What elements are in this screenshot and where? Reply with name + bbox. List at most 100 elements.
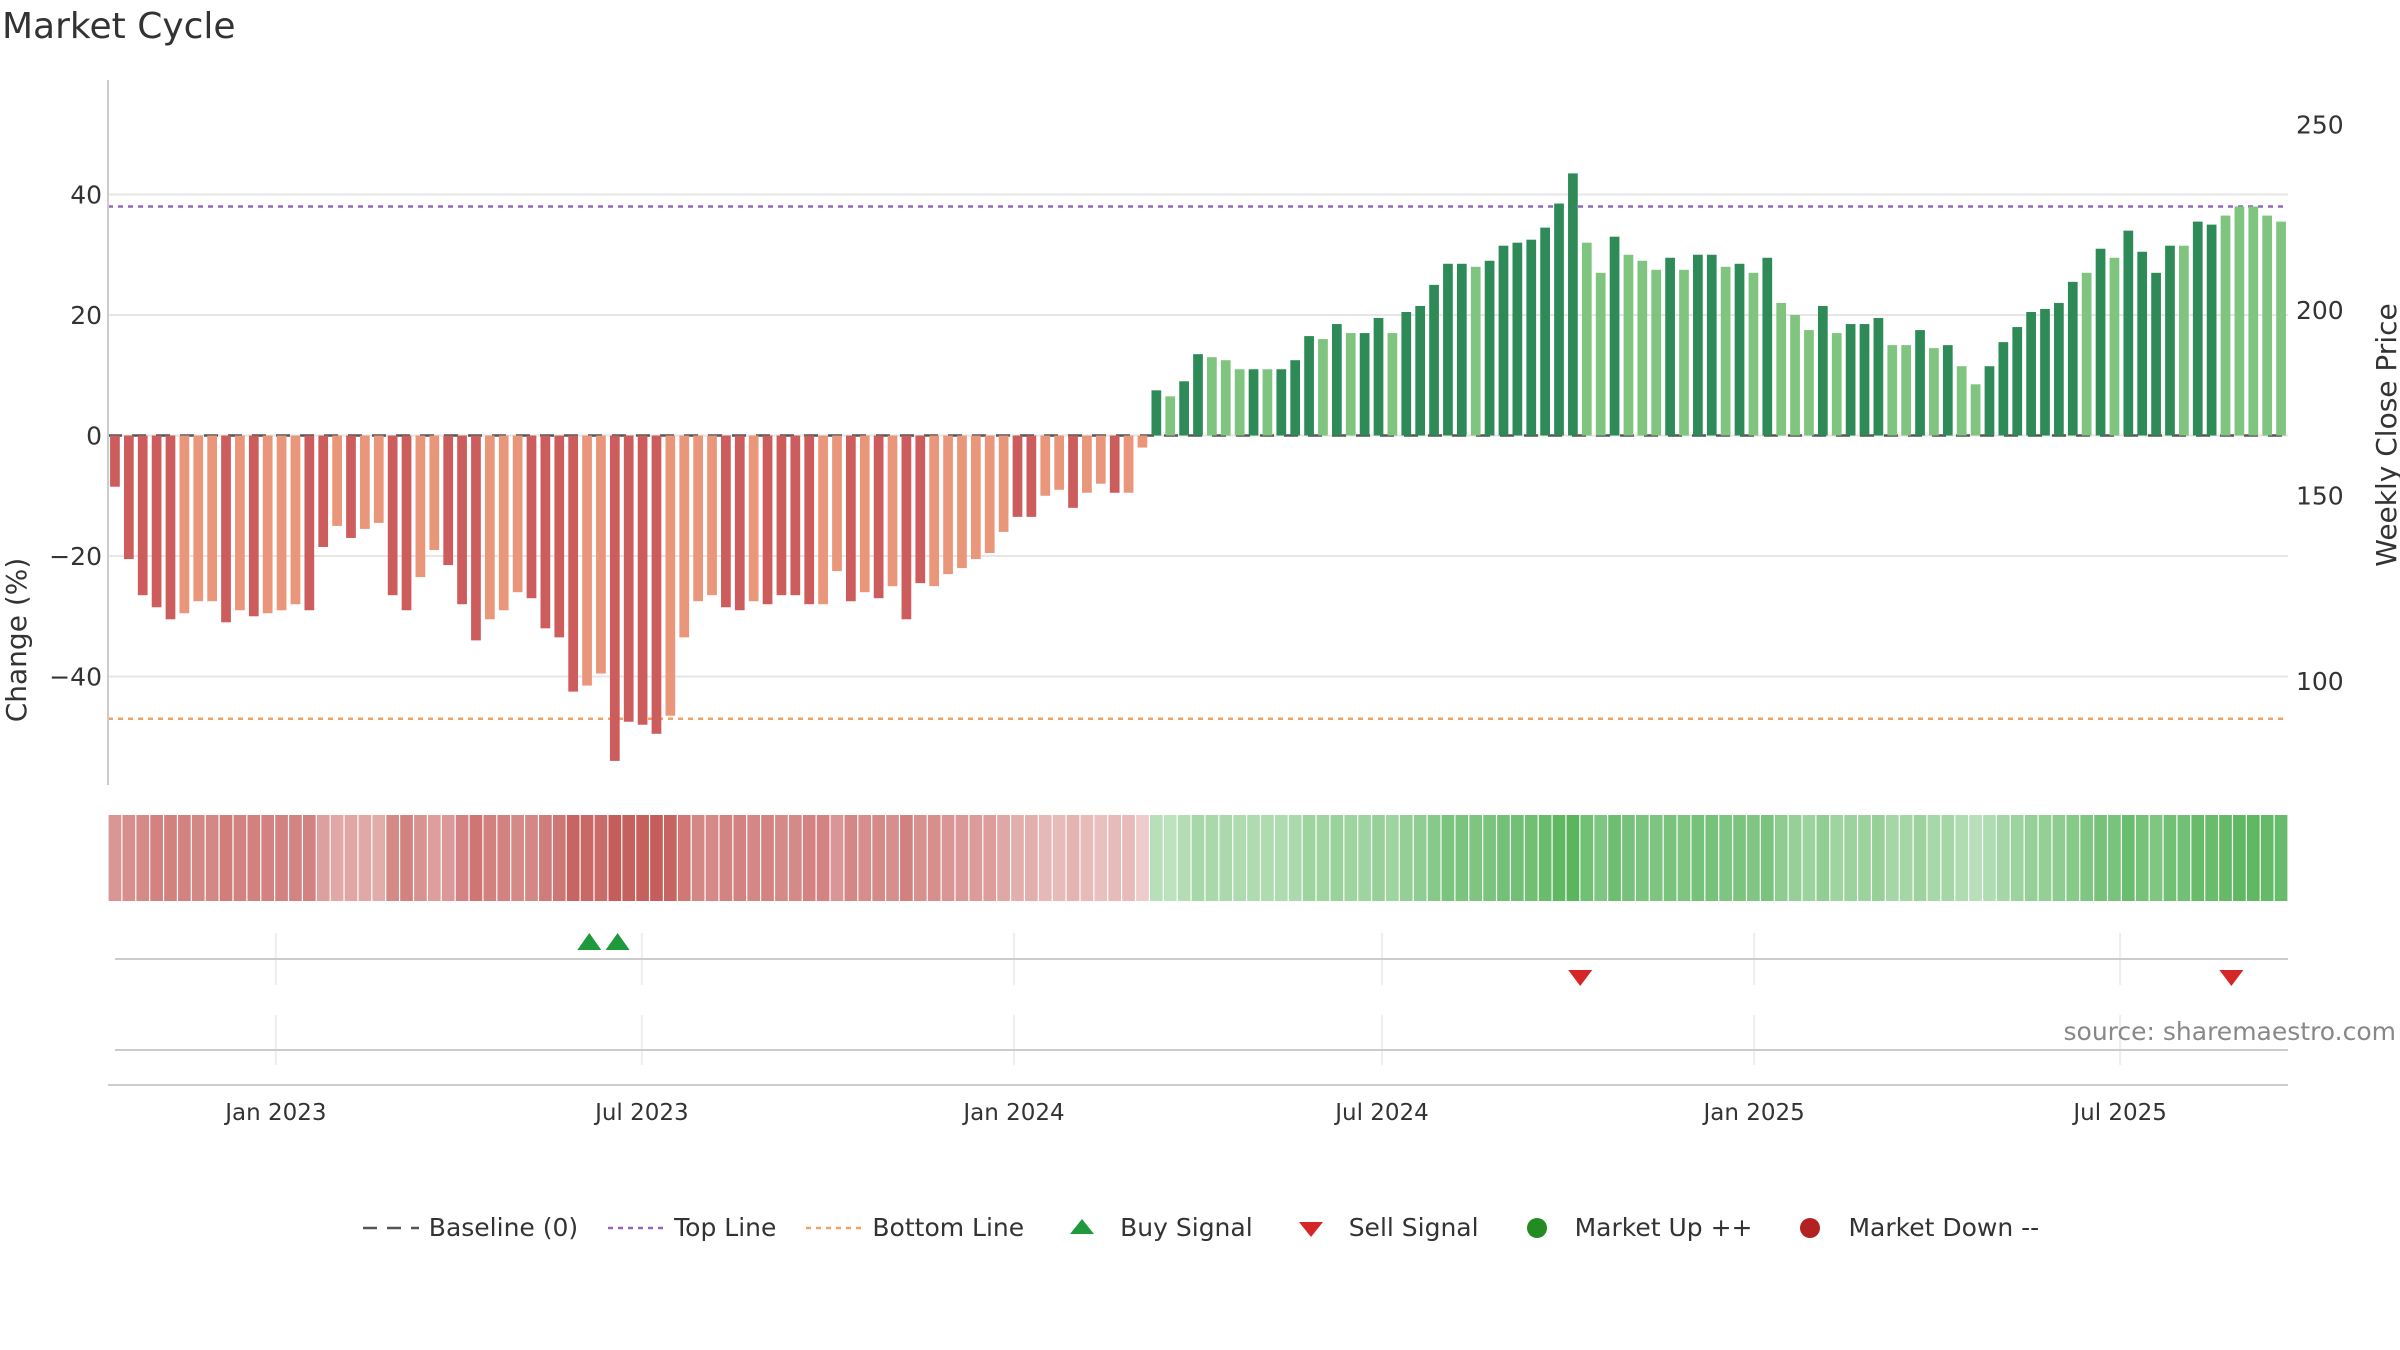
strip-cell [1163,815,1177,901]
strip-cell [1386,815,1399,901]
bar [1040,435,1051,496]
strip-cell [1205,815,1219,901]
strip-cell [955,815,969,901]
strip-cell [247,815,261,901]
strip-cell [1719,815,1732,901]
bar [970,435,981,560]
bar [2276,221,2286,436]
bar [1359,333,1370,436]
bar [637,435,648,725]
strip-cell [1025,815,1038,901]
legend-item: Bottom Line [804,1213,1024,1242]
strip-cell [469,815,483,901]
strip-cell [1497,815,1510,901]
y2-tick-label: 250 [2296,111,2344,140]
strip-cell [552,815,566,901]
strip-cell [1288,815,1302,901]
strip-cell [1691,815,1705,901]
strip-cell [2024,815,2038,901]
strip-cell [1066,815,1080,901]
bar [943,435,953,575]
bar [1443,263,1453,436]
bar [721,435,731,608]
bar [1595,272,1606,436]
strip-cell [705,815,719,901]
strip-cell [1802,815,1816,901]
strip-cell [1677,815,1691,901]
bar [1693,254,1703,436]
strip-cell [1747,815,1760,901]
strip-cell [761,815,774,901]
y-tick-label: 0 [86,422,102,451]
bar [137,435,148,596]
strip-cell [1136,815,1149,901]
bar [1915,330,1925,436]
bar [1790,315,1800,436]
bar [762,435,773,605]
legend-symbol [1298,1221,1323,1237]
bar [1540,227,1550,436]
bar [1956,366,1967,436]
bar [596,435,606,674]
strip-cell [205,815,219,901]
strip-cell [1997,815,2010,901]
bar [1623,254,1634,436]
bar [1748,272,1759,436]
strip-cell [178,815,191,901]
bar [332,435,342,526]
bar [1193,354,1203,436]
strip-cell [580,815,594,901]
strip-cell [1094,815,1108,901]
strip-cell [136,815,150,901]
bar [221,435,231,623]
strip-cell [1594,815,1608,901]
bar [1651,269,1662,436]
legend-symbol [806,1226,863,1229]
bar [2220,215,2231,436]
strip-cell [386,815,399,901]
bar [1581,242,1592,436]
legend-label: Bottom Line [872,1213,1025,1242]
strip-cell [1413,815,1427,901]
bar [1526,239,1537,436]
strip-cell [2108,815,2121,901]
strip-cell [316,815,330,901]
bar [1109,435,1120,493]
bar [2165,245,2175,436]
strip-cell [2219,815,2232,901]
bar [484,435,495,620]
bar [1456,263,1467,436]
strip-cell [164,815,177,901]
strip-cell [566,815,580,901]
bar [401,435,412,611]
legend-item: Baseline (0) [361,1213,578,1242]
strip-cell [1844,815,1857,901]
bar [1179,381,1189,436]
bar [248,435,259,617]
strip-cell [2177,815,2191,901]
strip-cell [1580,815,1594,901]
bar [2067,281,2078,436]
bar [679,435,690,638]
bar [1207,357,1217,436]
strip-cell [594,815,608,901]
legend-label: Market Up ++ [1574,1213,1753,1242]
strip-cell [511,815,524,901]
strip-cell [636,815,649,901]
strip-cell [1913,815,1927,901]
strip-cell [1511,815,1524,901]
bar [1095,435,1106,484]
bar [1887,345,1898,436]
bar [887,435,898,587]
bar [387,435,398,596]
bar [207,435,217,602]
bar [415,435,426,578]
strip-cell [1760,815,1774,901]
strip-cell [913,815,927,901]
strip-cell [1705,815,1719,901]
y-tick-label: −40 [49,663,102,692]
bar [901,435,912,620]
bar [1387,333,1398,436]
strip-cell [191,815,205,901]
bar [262,435,273,614]
